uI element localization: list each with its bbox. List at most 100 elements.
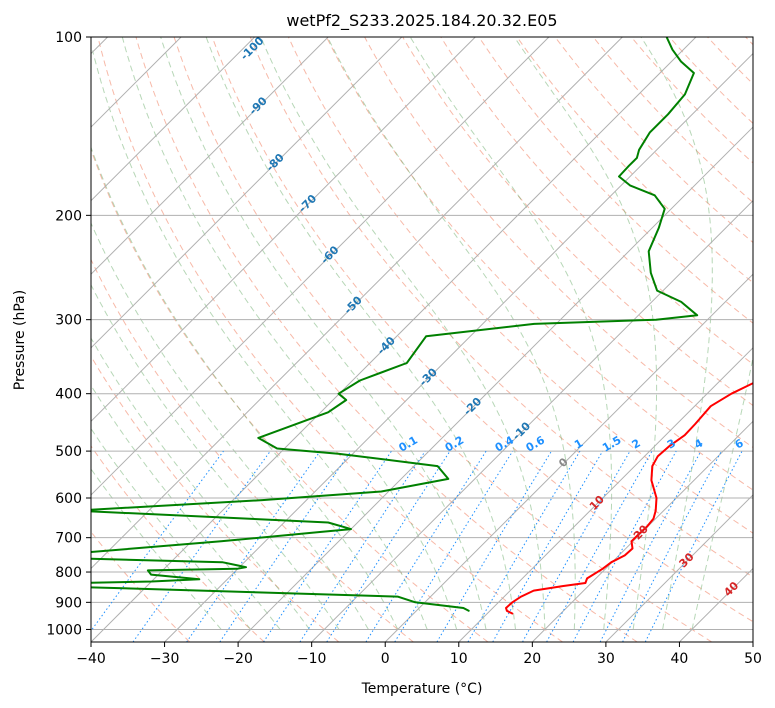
mixing-ratio-line bbox=[186, 450, 321, 642]
dry-adiabat bbox=[326, 37, 753, 491]
moist-adiabat bbox=[691, 355, 753, 630]
mixing-ratio-line bbox=[299, 450, 426, 642]
profiles bbox=[91, 37, 753, 615]
isotherm-gridline bbox=[605, 494, 753, 642]
moist-adiabat bbox=[205, 37, 516, 630]
x-tick-label: 40 bbox=[670, 651, 688, 667]
moist-adiabat bbox=[640, 37, 713, 630]
isotherm-gridline bbox=[91, 37, 623, 570]
dry-adiabat bbox=[135, 37, 638, 642]
isotherm-label: 40 bbox=[721, 579, 741, 599]
isotherm-gridline bbox=[531, 420, 753, 642]
dry-adiabat bbox=[173, 37, 713, 642]
mixing-ratio-line bbox=[132, 450, 271, 642]
mixing-ratio-label: 2 bbox=[630, 437, 643, 452]
isotherm-label: -30 bbox=[417, 365, 440, 388]
x-tick-label: 30 bbox=[597, 651, 615, 667]
y-tick-label: 400 bbox=[55, 387, 82, 403]
moist-adiabat bbox=[160, 37, 487, 630]
dry-adiabat bbox=[592, 37, 753, 204]
dry-adiabat bbox=[630, 37, 753, 164]
x-tick-label: 0 bbox=[381, 651, 390, 667]
temperature-profile-line bbox=[505, 382, 753, 615]
isotherm-gridline bbox=[91, 37, 550, 496]
moist-adiabat bbox=[91, 221, 369, 630]
y-tick-label: 300 bbox=[55, 313, 82, 329]
moist-adiabat bbox=[91, 337, 310, 630]
moist-adiabat bbox=[91, 283, 340, 630]
x-tick-label: −10 bbox=[297, 651, 327, 667]
mixing-ratio-line bbox=[436, 450, 552, 642]
plot-frame bbox=[90, 36, 754, 643]
y-tick-label: 600 bbox=[55, 491, 82, 507]
x-tick-label: 50 bbox=[744, 651, 762, 667]
dry-adiabat bbox=[516, 37, 753, 284]
axes: −40 −30 −20 −10 0 10 20 30 40 5010020030040050060… bbox=[46, 30, 762, 667]
moist-adiabat bbox=[121, 37, 458, 630]
mixing-ratio-line bbox=[394, 450, 514, 642]
isotherm-gridline bbox=[311, 199, 753, 642]
dry-adiabat bbox=[745, 37, 753, 46]
dry-adiabat bbox=[91, 258, 414, 642]
dry-adiabat bbox=[478, 37, 753, 324]
isotherm-gridline bbox=[237, 126, 753, 642]
y-tick-label: 1000 bbox=[46, 622, 82, 638]
isotherm-gridline bbox=[752, 641, 753, 642]
mixing-ratio-label: 4 bbox=[692, 436, 705, 451]
isotherm-gridline bbox=[91, 37, 697, 642]
y-tick-label: 200 bbox=[55, 208, 82, 224]
isotherm-gridline bbox=[164, 52, 753, 642]
mixing-ratio-line bbox=[572, 450, 677, 642]
x-tick-label: −30 bbox=[150, 651, 180, 667]
moist-adiabat bbox=[92, 50, 428, 630]
dry-adiabat bbox=[91, 445, 265, 642]
isotherm-label: -100 bbox=[238, 34, 267, 63]
dry-adiabat bbox=[440, 37, 753, 365]
reference-line-labels: 0.1 0.2 0.4 0.6 1 1.5 2 3 4 6-100-90-80-70-60-50-… bbox=[238, 34, 746, 599]
moist-adiabat bbox=[91, 145, 399, 630]
dry-adiabat bbox=[707, 37, 753, 85]
isotherm-label: 30 bbox=[677, 550, 697, 570]
dewpoint-profile-line bbox=[91, 37, 699, 612]
isotherm-gridline bbox=[91, 37, 256, 202]
dry-adiabat bbox=[554, 37, 753, 244]
dry-adiabat bbox=[287, 37, 753, 534]
isotherm-label: -20 bbox=[461, 395, 484, 418]
y-tick-label: 900 bbox=[55, 595, 82, 611]
mixing-ratio-line bbox=[522, 450, 631, 642]
x-tick-label: −20 bbox=[223, 651, 253, 667]
isotherm-gridline bbox=[458, 347, 753, 642]
mixing-ratio-line bbox=[546, 450, 653, 642]
moist-adiabat bbox=[91, 427, 252, 630]
isotherm-label: 10 bbox=[587, 493, 607, 513]
y-tick-label: 700 bbox=[55, 531, 82, 547]
y-tick-label: 100 bbox=[55, 30, 82, 46]
moist-adiabat bbox=[409, 37, 613, 630]
dry-adiabat bbox=[97, 37, 563, 642]
dry-adiabat bbox=[91, 355, 340, 642]
chart-title: wetPf2_S233.2025.184.20.32.E05 bbox=[286, 11, 557, 31]
x-tick-label: 20 bbox=[523, 651, 541, 667]
dry-adiabat bbox=[402, 37, 753, 407]
mixing-ratio-line bbox=[219, 450, 352, 642]
moist-adiabat bbox=[91, 384, 281, 630]
isotherm-label: -70 bbox=[296, 192, 319, 215]
mixing-ratio-line bbox=[91, 450, 224, 632]
y-tick-label: 800 bbox=[55, 565, 82, 581]
isotherm-label: -60 bbox=[318, 243, 341, 266]
isotherm-gridline bbox=[679, 567, 753, 642]
isotherm-gridline bbox=[91, 37, 329, 275]
isotherm-label: -90 bbox=[247, 94, 270, 117]
isotherm-gridline bbox=[91, 37, 403, 349]
isotherm-label: -40 bbox=[375, 334, 398, 357]
mixing-ratio-line bbox=[365, 450, 487, 642]
isotherm-gridline bbox=[91, 37, 476, 423]
dry-adiabat bbox=[249, 37, 753, 578]
y-axis-title: Pressure (hPa) bbox=[12, 290, 28, 390]
isotherm-label: -50 bbox=[342, 293, 365, 316]
isotherm-label: -80 bbox=[264, 151, 287, 174]
x-tick-label: −40 bbox=[76, 651, 106, 667]
mixing-ratio-label: 6 bbox=[733, 436, 746, 451]
